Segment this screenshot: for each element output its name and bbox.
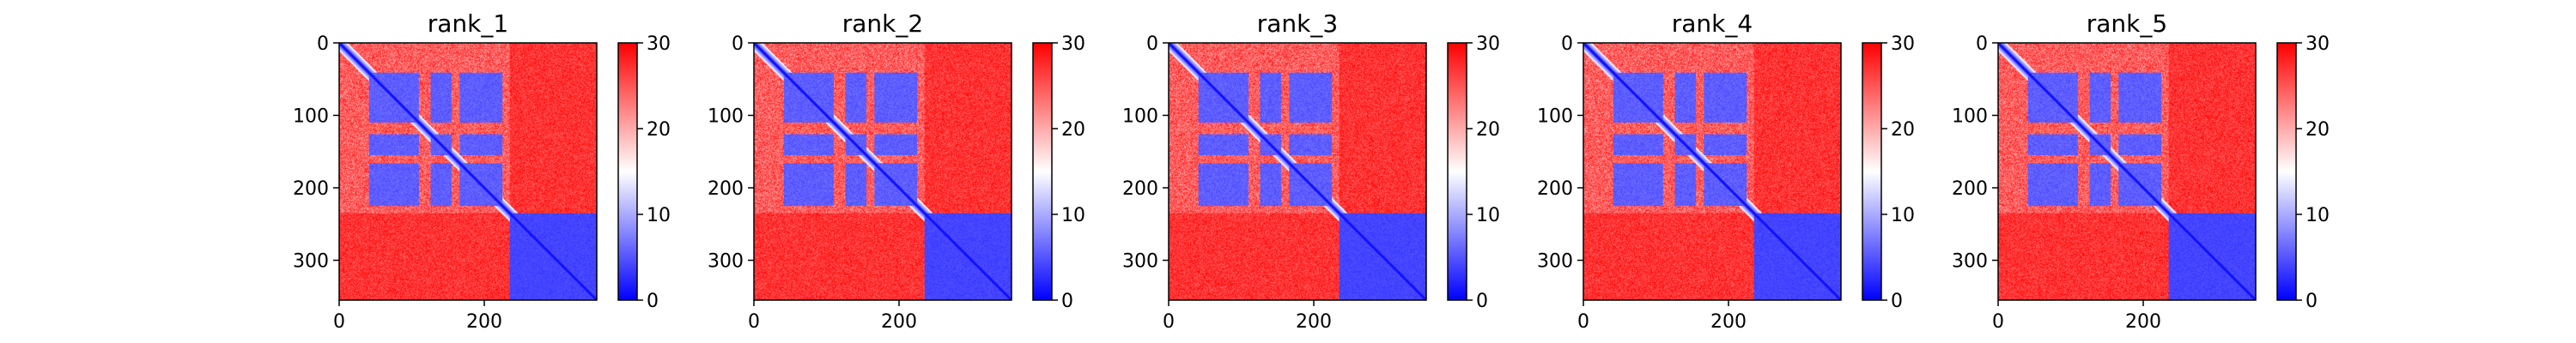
panel-title: rank_2 [842, 9, 923, 38]
colorbar-tick-label: 10 [1476, 205, 1500, 226]
y-tick-label: 300 [708, 251, 744, 273]
colorbar-tick-label: 0 [1476, 291, 1488, 312]
colorbar [1862, 42, 1882, 301]
colorbar-tick-label: 0 [647, 291, 659, 312]
colorbar-tick-label: 30 [1476, 33, 1500, 55]
heatmap-panel: rank_2 0 100 200 300 0 200 0 10 20 30 [708, 9, 1085, 333]
y-tick-label: 300 [1537, 251, 1573, 273]
x-tick-label: 0 [1577, 311, 1589, 333]
y-tick-label: 300 [293, 251, 329, 273]
x-tick-label: 0 [1163, 311, 1175, 333]
heatmap-image [1998, 43, 2256, 300]
y-tick-label: 200 [708, 178, 744, 200]
heatmap-frame [1583, 42, 1842, 301]
x-tick-label: 0 [1992, 311, 2004, 333]
y-tick-label: 100 [1122, 106, 1158, 128]
y-tick-label: 300 [1952, 251, 1988, 273]
y-tick-label: 0 [732, 33, 744, 55]
colorbar-tick-label: 30 [1061, 33, 1085, 55]
x-tick-label: 200 [466, 311, 502, 333]
y-tick-label: 200 [1952, 178, 1988, 200]
y-tick-label: 0 [1976, 33, 1988, 55]
y-tick-label: 300 [1122, 251, 1158, 273]
colorbar-tick-label: 10 [1061, 205, 1085, 226]
heatmap-panel: rank_4 0 100 200 300 0 200 0 10 20 30 [1537, 9, 1915, 333]
heatmap-frame [1168, 42, 1427, 301]
heatmap-image [754, 43, 1012, 300]
panel-title: rank_4 [1672, 9, 1753, 38]
colorbar [2276, 42, 2297, 301]
y-tick-label: 100 [1952, 106, 1988, 128]
heatmap-panel: rank_3 0 100 200 300 0 200 0 10 20 30 [1122, 9, 1500, 333]
colorbar-tick-label: 20 [647, 119, 671, 141]
panel-title: rank_1 [428, 9, 508, 38]
panel-title: rank_3 [1257, 9, 1338, 38]
y-tick-label: 0 [317, 33, 329, 55]
y-tick-label: 200 [1122, 178, 1158, 200]
y-tick-label: 0 [1561, 33, 1573, 55]
colorbar-tick-label: 20 [1061, 119, 1085, 141]
y-tick-label: 200 [293, 178, 329, 200]
colorbar-tick-label: 0 [2306, 291, 2318, 312]
y-tick-label: 100 [293, 106, 329, 128]
colorbar-tick-label: 0 [1891, 291, 1903, 312]
colorbar-tick-label: 10 [1891, 205, 1915, 226]
colorbar-tick-label: 20 [1476, 119, 1500, 141]
colorbar-tick-label: 30 [2306, 33, 2330, 55]
heatmap-frame [753, 42, 1012, 301]
y-tick-label: 100 [1537, 106, 1573, 128]
colorbar-tick-label: 20 [2306, 119, 2330, 141]
x-tick-label: 0 [748, 311, 760, 333]
colorbar-tick-label: 10 [2306, 205, 2330, 226]
heatmap-image [339, 43, 597, 300]
colorbar-tick-label: 20 [1891, 119, 1915, 141]
panel-title: rank_5 [2087, 9, 2167, 38]
heatmap-image [1169, 43, 1426, 300]
colorbar-tick-label: 30 [647, 33, 671, 55]
colorbar [1032, 42, 1053, 301]
colorbar [617, 42, 638, 301]
heatmap-panel: rank_5 0 100 200 300 0 200 0 10 20 30 [1952, 9, 2330, 333]
x-tick-label: 200 [881, 311, 917, 333]
colorbar [1447, 42, 1467, 301]
x-tick-label: 200 [1296, 311, 1332, 333]
y-tick-label: 200 [1537, 178, 1573, 200]
x-tick-label: 200 [1710, 311, 1747, 333]
heatmap-frame [1997, 42, 2257, 301]
y-tick-label: 0 [1146, 33, 1158, 55]
x-tick-label: 0 [333, 311, 345, 333]
x-tick-label: 200 [2125, 311, 2161, 333]
heatmap-panel: rank_1 0 100 200 300 0 200 0 10 20 30 [293, 9, 671, 333]
colorbar-tick-label: 10 [647, 205, 671, 226]
colorbar-tick-label: 0 [1061, 291, 1073, 312]
heatmap-image [1583, 43, 1841, 300]
heatmap-frame [338, 42, 598, 301]
colorbar-tick-label: 30 [1891, 33, 1915, 55]
y-tick-label: 100 [708, 106, 744, 128]
